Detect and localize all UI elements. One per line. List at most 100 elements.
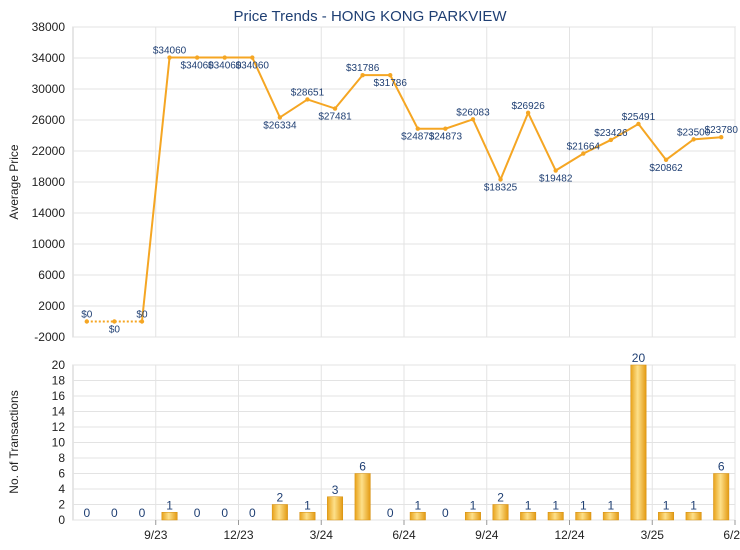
transaction-count-label: 6 xyxy=(718,460,725,474)
price-tick-label: 38000 xyxy=(32,20,66,34)
price-point xyxy=(84,319,89,324)
price-data-label: $26334 xyxy=(263,120,297,131)
transaction-bar xyxy=(299,512,316,521)
transaction-bar xyxy=(602,512,619,521)
price-data-label: $27481 xyxy=(318,112,352,123)
transaction-bar xyxy=(630,364,647,521)
transaction-bar xyxy=(575,512,592,521)
chart-title: Price Trends - HONG KONG PARKVIEW xyxy=(233,8,507,25)
price-point xyxy=(277,115,283,120)
price-point xyxy=(636,121,641,127)
transaction-bar xyxy=(520,512,537,521)
price-data-label: $23500 xyxy=(677,127,711,138)
price-tick-label: 30000 xyxy=(32,82,66,96)
price-point xyxy=(250,55,255,60)
transaction-bar xyxy=(271,504,288,521)
price-data-label: $34060 xyxy=(153,46,187,57)
transaction-bar xyxy=(713,473,730,521)
transaction-count-label: 0 xyxy=(442,506,449,520)
price-point xyxy=(332,106,338,111)
transaction-count-label: 0 xyxy=(83,506,90,520)
price-data-label: $24873 xyxy=(401,132,435,143)
price-point xyxy=(443,126,448,131)
x-tick-label: 6/24 xyxy=(392,528,416,542)
price-tick-label: 14000 xyxy=(32,206,66,220)
price-point xyxy=(663,157,669,163)
price-data-label: $24873 xyxy=(429,132,463,143)
transaction-count-label: 0 xyxy=(249,506,256,520)
transactions-tick-label: 12 xyxy=(52,420,66,434)
price-data-label: $0 xyxy=(109,325,121,336)
transaction-count-label: 20 xyxy=(632,351,646,365)
transaction-count-label: 1 xyxy=(525,498,532,512)
transaction-bar xyxy=(161,512,178,521)
price-data-label: $0 xyxy=(81,310,93,321)
transaction-count-label: 1 xyxy=(663,498,670,512)
transaction-count-label: 1 xyxy=(166,498,173,512)
transaction-bar xyxy=(547,512,564,521)
price-data-label: $31786 xyxy=(374,78,408,89)
transactions-tick-label: 2 xyxy=(58,498,65,512)
price-data-label: $18325 xyxy=(484,182,518,193)
transaction-count-label: 1 xyxy=(580,498,587,512)
price-tick-label: -2000 xyxy=(34,330,65,344)
price-data-label: $28651 xyxy=(291,87,325,98)
transaction-count-label: 0 xyxy=(194,506,201,520)
price-tick-label: 26000 xyxy=(32,113,66,127)
transaction-bar xyxy=(685,512,702,521)
price-data-label: $20862 xyxy=(649,163,683,174)
price-point xyxy=(553,168,558,173)
price-data-label: $31786 xyxy=(346,63,380,74)
transactions-tick-label: 4 xyxy=(58,482,65,496)
price-tick-label: 22000 xyxy=(32,144,66,158)
x-tick-label: 3/25 xyxy=(641,528,665,542)
transactions-tick-label: 16 xyxy=(52,389,66,403)
x-tick-label: 9/24 xyxy=(475,528,499,542)
transaction-count-label: 1 xyxy=(304,498,311,512)
price-axis-title: Average Price xyxy=(7,144,21,219)
price-point xyxy=(691,137,696,142)
transaction-count-label: 2 xyxy=(277,491,284,505)
x-tick-label: 9/23 xyxy=(144,528,168,542)
price-data-label: $23426 xyxy=(594,128,628,139)
transaction-count-label: 0 xyxy=(139,506,146,520)
price-tick-label: 18000 xyxy=(32,175,66,189)
price-point xyxy=(112,319,117,324)
transaction-count-label: 0 xyxy=(111,506,118,520)
price-point xyxy=(388,72,393,78)
transactions-axis-title: No. of Transactions xyxy=(7,390,21,493)
price-line xyxy=(140,56,722,322)
transaction-count-label: 1 xyxy=(414,498,421,512)
price-data-label: $26926 xyxy=(511,101,545,112)
transaction-count-label: 1 xyxy=(470,498,477,512)
price-point xyxy=(360,72,365,78)
price-point xyxy=(719,135,724,140)
price-tick-label: 6000 xyxy=(38,268,65,282)
transactions-tick-label: 14 xyxy=(52,405,66,419)
price-point xyxy=(525,110,531,116)
price-point xyxy=(415,126,420,131)
transaction-count-label: 6 xyxy=(359,460,366,474)
price-point xyxy=(581,151,586,156)
price-point xyxy=(470,117,476,122)
transaction-bar xyxy=(354,473,371,521)
price-data-label: $34060 xyxy=(236,61,270,72)
x-tick-label: 12/24 xyxy=(554,528,584,542)
price-data-label: $19482 xyxy=(539,174,573,185)
transaction-count-label: 1 xyxy=(690,498,697,512)
transactions-tick-label: 18 xyxy=(52,374,66,388)
price-point xyxy=(498,177,503,182)
x-tick-label: 12/23 xyxy=(223,528,253,542)
transaction-count-label: 0 xyxy=(221,506,228,520)
transaction-count-label: 0 xyxy=(387,506,394,520)
price-point xyxy=(305,97,310,102)
transactions-tick-label: 20 xyxy=(52,358,66,372)
transaction-bar xyxy=(658,512,675,521)
price-point xyxy=(222,55,227,60)
x-tick-label: 3/24 xyxy=(310,528,334,542)
price-tick-label: 34000 xyxy=(32,51,66,65)
price-data-label: $0 xyxy=(136,310,148,321)
price-data-label: $23780 xyxy=(705,125,739,136)
transaction-count-label: 1 xyxy=(608,498,615,512)
